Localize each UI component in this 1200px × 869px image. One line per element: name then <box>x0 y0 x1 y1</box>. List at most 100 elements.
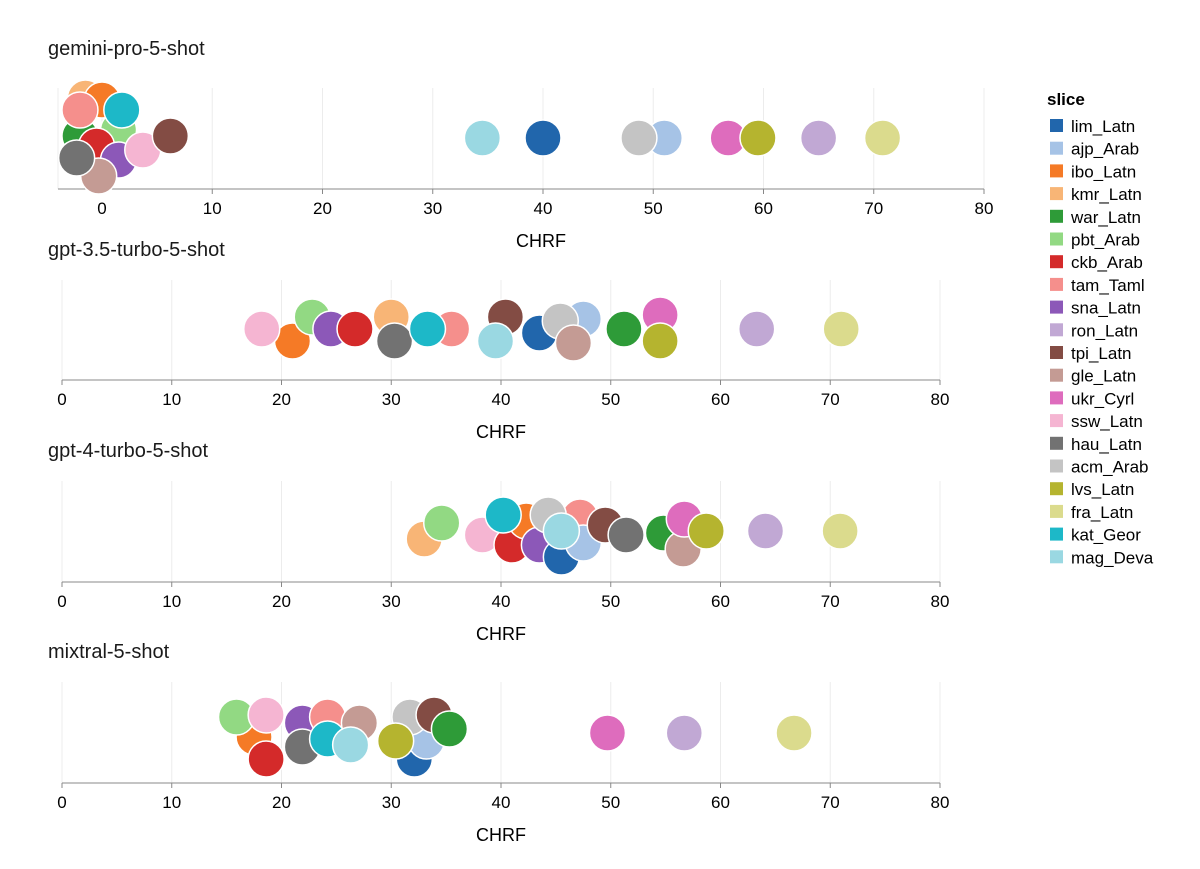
x-tick-label: 70 <box>821 390 840 409</box>
legend-label: ckb_Arab <box>1071 253 1143 272</box>
x-tick-label: 50 <box>601 793 620 812</box>
x-tick-label: 20 <box>272 390 291 409</box>
panel-mixtral-5-shot: mixtral-5-shot 0 10 20 30 40 50 60 70 80 CHRF <box>48 641 949 845</box>
legend-swatch <box>1050 232 1063 246</box>
x-tick-label: 10 <box>162 390 181 409</box>
legend-label: gle_Latn <box>1071 367 1136 386</box>
x-tick-label: 10 <box>203 199 222 218</box>
x-tick-label: 70 <box>864 199 883 218</box>
legend-label: lim_Latn <box>1071 117 1135 136</box>
panel-gemini-pro-5-shot: gemini-pro-5-shot 0 10 20 30 40 50 60 70 80 CHRF <box>48 38 993 251</box>
x-tick-label: 10 <box>162 592 181 611</box>
point-lim_Latn <box>524 119 562 157</box>
point-lvs_Latn <box>641 322 679 360</box>
point-ckb_Arab <box>336 310 374 348</box>
legend-label: hau_Latn <box>1071 435 1142 454</box>
point-mag_Deva <box>463 119 502 157</box>
legend-swatch <box>1050 255 1063 269</box>
point-ron_Latn <box>737 310 776 348</box>
legend-swatch <box>1050 141 1063 155</box>
point-fra_Latn <box>775 714 813 752</box>
point-hau_Latn <box>607 516 645 554</box>
x-axis-label: CHRF <box>476 825 526 845</box>
x-tick-label: 30 <box>423 199 442 218</box>
point-tam_Taml <box>61 91 99 129</box>
point-hau_Latn <box>57 139 96 177</box>
point-kat_Geor <box>408 310 447 348</box>
point-lvs_Latn <box>376 722 415 760</box>
x-tick-label: 70 <box>821 592 840 611</box>
legend-label: lvs_Latn <box>1071 480 1134 499</box>
legend-swatch <box>1050 504 1063 518</box>
point-fra_Latn <box>822 310 860 348</box>
legend-title: slice <box>1047 90 1085 109</box>
x-tick-label: 50 <box>601 592 620 611</box>
legend-swatch <box>1050 459 1063 473</box>
legend-swatch <box>1050 391 1063 405</box>
point-war_Latn <box>605 310 643 348</box>
x-tick-label: 20 <box>272 793 291 812</box>
legend-label: tam_Taml <box>1071 276 1145 295</box>
point-ron_Latn <box>746 512 785 550</box>
x-tick-label: 50 <box>601 390 620 409</box>
legend-swatch <box>1050 527 1063 541</box>
x-tick-label: 10 <box>162 793 181 812</box>
point-war_Latn <box>430 710 469 748</box>
x-tick-label: 20 <box>272 592 291 611</box>
legend: slice lim_Latn ajp_Arab ibo_Latn kmr_Latnwar… <box>1047 90 1154 567</box>
x-tick-label: 20 <box>313 199 332 218</box>
legend-swatch <box>1050 346 1063 359</box>
legend-label: tpi_Latn <box>1071 344 1132 363</box>
legend-swatch <box>1050 277 1063 291</box>
legend-swatch <box>1050 323 1063 337</box>
point-lvs_Latn <box>687 512 725 550</box>
point-ukr_Cyrl <box>588 714 627 752</box>
x-tick-label: 60 <box>711 793 730 812</box>
legend-label: pbt_Arab <box>1071 231 1140 250</box>
legend-swatch <box>1050 436 1063 450</box>
legend-label: mag_Deva <box>1071 548 1154 567</box>
x-tick-label: 40 <box>492 390 511 409</box>
point-mag_Deva <box>331 726 370 764</box>
x-tick-label: 40 <box>534 199 553 218</box>
legend-swatch <box>1050 368 1063 382</box>
x-tick-label: 0 <box>97 199 106 218</box>
legend-label: acm_Arab <box>1071 458 1148 477</box>
panel-gpt-3.5-turbo-5-shot: gpt-3.5-turbo-5-shot 0 10 20 30 40 50 60 70 80 CHR… <box>48 239 949 442</box>
legend-swatch <box>1050 119 1063 132</box>
x-tick-label: 60 <box>711 390 730 409</box>
legend-label: sna_Latn <box>1071 299 1141 318</box>
x-tick-label: 0 <box>57 592 66 611</box>
legend-swatch <box>1050 482 1063 496</box>
x-tick-label: 50 <box>644 199 663 218</box>
point-pbt_Arab <box>422 504 461 542</box>
point-ssw_Latn <box>247 696 285 734</box>
legend-swatch <box>1050 164 1063 178</box>
legend-swatch <box>1050 209 1063 223</box>
legend-label: fra_Latn <box>1071 503 1133 522</box>
legend-swatch <box>1050 187 1063 201</box>
x-tick-label: 60 <box>754 199 773 218</box>
legend-label: ajp_Arab <box>1071 140 1139 159</box>
point-tpi_Latn <box>151 117 190 155</box>
point-mag_Deva <box>476 322 515 360</box>
legend-label: ibo_Latn <box>1071 162 1136 181</box>
x-tick-label: 80 <box>931 793 950 812</box>
x-tick-label: 0 <box>57 793 66 812</box>
panel-title: gpt-3.5-turbo-5-shot <box>48 239 225 261</box>
legend-swatch <box>1050 550 1063 564</box>
legend-label: war_Latn <box>1070 208 1141 227</box>
point-mag_Deva <box>542 512 581 550</box>
x-tick-label: 40 <box>492 793 511 812</box>
point-ckb_Arab <box>247 740 285 778</box>
point-fra_Latn <box>863 119 902 157</box>
point-lvs_Latn <box>739 119 777 157</box>
legend-swatch <box>1050 300 1063 314</box>
point-kat_Geor <box>484 496 522 534</box>
x-axis-label: CHRF <box>476 422 526 442</box>
x-axis-label: CHRF <box>516 231 566 251</box>
panel-title: gemini-pro-5-shot <box>48 38 205 60</box>
point-hau_Latn <box>375 322 414 360</box>
x-axis-label: CHRF <box>476 624 526 644</box>
